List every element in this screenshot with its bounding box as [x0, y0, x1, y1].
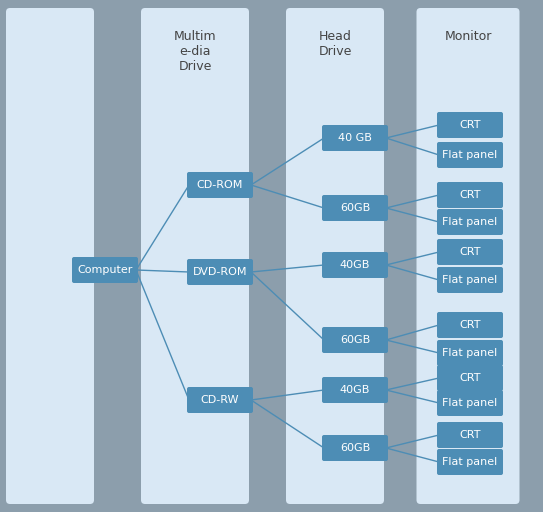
FancyBboxPatch shape: [437, 312, 503, 338]
Text: 60GB: 60GB: [340, 203, 370, 213]
FancyBboxPatch shape: [322, 252, 388, 278]
FancyBboxPatch shape: [6, 8, 94, 504]
Text: Flat panel: Flat panel: [443, 217, 497, 227]
FancyBboxPatch shape: [437, 142, 503, 168]
Text: CRT: CRT: [459, 430, 481, 440]
Text: Flat panel: Flat panel: [443, 398, 497, 408]
FancyBboxPatch shape: [437, 390, 503, 416]
FancyBboxPatch shape: [322, 377, 388, 403]
FancyBboxPatch shape: [437, 209, 503, 235]
FancyBboxPatch shape: [416, 8, 520, 504]
Text: 40GB: 40GB: [340, 385, 370, 395]
Text: CRT: CRT: [459, 320, 481, 330]
FancyBboxPatch shape: [187, 259, 253, 285]
FancyBboxPatch shape: [437, 267, 503, 293]
FancyBboxPatch shape: [437, 340, 503, 366]
Text: Multim
e-dia
Drive: Multim e-dia Drive: [174, 30, 216, 73]
FancyBboxPatch shape: [322, 327, 388, 353]
FancyBboxPatch shape: [286, 8, 384, 504]
Text: 60GB: 60GB: [340, 443, 370, 453]
Text: Computer: Computer: [77, 265, 132, 275]
Text: 40 GB: 40 GB: [338, 133, 372, 143]
FancyBboxPatch shape: [437, 365, 503, 391]
FancyBboxPatch shape: [141, 8, 249, 504]
FancyBboxPatch shape: [187, 172, 253, 198]
Text: CRT: CRT: [459, 190, 481, 200]
Text: CRT: CRT: [459, 120, 481, 130]
Text: DVD-ROM: DVD-ROM: [193, 267, 247, 277]
FancyBboxPatch shape: [437, 112, 503, 138]
Text: CD-ROM: CD-ROM: [197, 180, 243, 190]
Text: Flat panel: Flat panel: [443, 150, 497, 160]
FancyBboxPatch shape: [72, 257, 138, 283]
Text: Flat panel: Flat panel: [443, 348, 497, 358]
FancyBboxPatch shape: [322, 435, 388, 461]
Text: Head
Drive: Head Drive: [318, 30, 352, 58]
Text: 40GB: 40GB: [340, 260, 370, 270]
Text: Flat panel: Flat panel: [443, 457, 497, 467]
Text: 60GB: 60GB: [340, 335, 370, 345]
Text: CD-RW: CD-RW: [201, 395, 239, 405]
FancyBboxPatch shape: [437, 449, 503, 475]
FancyBboxPatch shape: [437, 422, 503, 448]
FancyBboxPatch shape: [322, 125, 388, 151]
FancyBboxPatch shape: [187, 387, 253, 413]
FancyBboxPatch shape: [437, 239, 503, 265]
Text: CRT: CRT: [459, 373, 481, 383]
Text: CRT: CRT: [459, 247, 481, 257]
Text: Flat panel: Flat panel: [443, 275, 497, 285]
FancyBboxPatch shape: [322, 195, 388, 221]
FancyBboxPatch shape: [437, 182, 503, 208]
Text: Monitor: Monitor: [444, 30, 492, 43]
